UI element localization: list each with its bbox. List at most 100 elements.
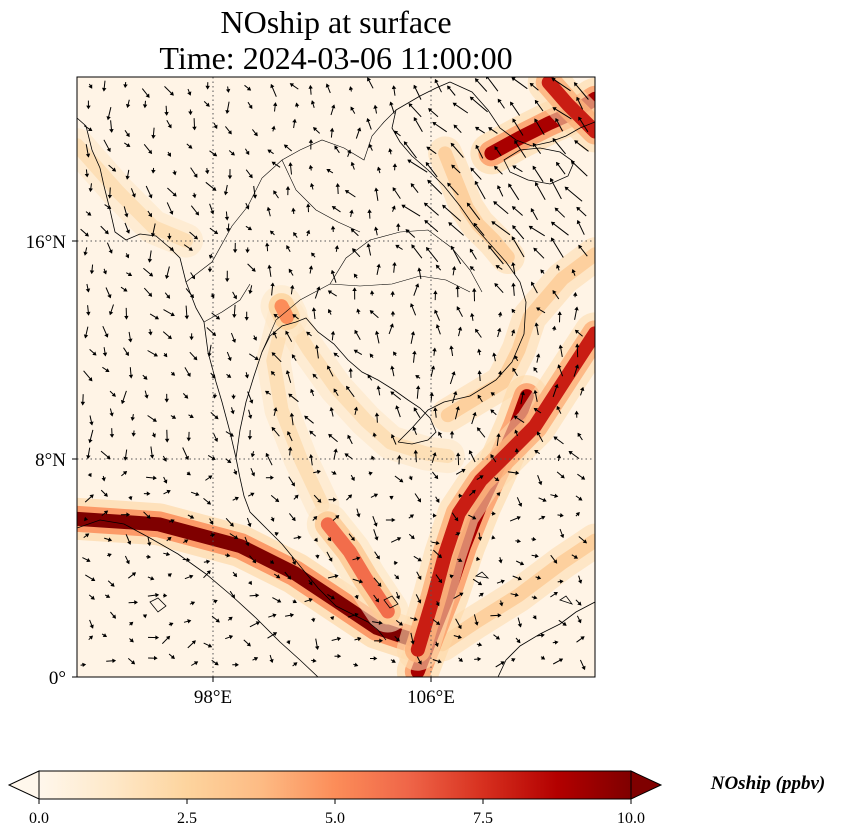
wind-vector-head (577, 432, 582, 438)
wind-vector (408, 103, 422, 118)
wind-vector-head (458, 657, 463, 662)
wind-vector-head (188, 246, 193, 251)
wind-vector-head (412, 426, 417, 431)
wind-vector-head (210, 210, 215, 215)
wind-vector-head (375, 555, 380, 560)
wind-vector-head (211, 331, 217, 337)
wind-vector-head (108, 311, 114, 316)
wind-vector-head (580, 636, 585, 641)
wind-vector-head (498, 559, 503, 564)
wind-vector-head (195, 211, 200, 216)
wind-vector-head (533, 595, 538, 600)
wind-vector-head (233, 535, 239, 539)
wind-vector-head (413, 116, 418, 122)
wind-vector-head (374, 330, 380, 335)
wind-vector-head (211, 533, 216, 538)
wind-vector (453, 102, 469, 114)
wind-vector-head (573, 554, 579, 559)
wind-vector-head (449, 574, 454, 579)
wind-vector-head (215, 315, 221, 320)
wind-vector-head (205, 102, 210, 107)
wind-vector-head (514, 448, 520, 453)
wind-vector-head (248, 104, 253, 110)
wind-vector-head (356, 127, 362, 132)
wind-vector-head (350, 161, 355, 166)
wind-vector (426, 247, 439, 263)
wind-vector-head (354, 612, 359, 618)
wind-vector-head (490, 409, 495, 414)
wind-vector-head (536, 431, 541, 436)
wind-vector-head (264, 390, 270, 395)
wind-vector (407, 159, 428, 173)
wind-vector-head (578, 116, 583, 121)
wind-vector-head (512, 367, 517, 372)
wind-vector (442, 205, 462, 222)
wind-vector-head (530, 281, 535, 286)
wind-vector-head (104, 333, 109, 338)
wind-vector-head (520, 391, 525, 396)
wind-vector-head (511, 77, 516, 82)
wind-vector-head (538, 481, 543, 486)
wind-vector-head (428, 108, 433, 113)
lat-ticks: 16°N 8°N 0° (26, 232, 77, 689)
wind-vector-head (293, 232, 298, 237)
wind-vector-head (469, 248, 474, 253)
wind-vector-head (477, 656, 482, 662)
wind-vector-head (226, 553, 231, 558)
wind-vector-head (235, 662, 239, 667)
wind-vector-head (314, 344, 320, 349)
wind-vector (450, 143, 464, 158)
wind-vector-head (148, 194, 153, 199)
wind-vector-head (451, 266, 457, 271)
wind-vector-head (212, 152, 218, 157)
wind-vector-head (411, 244, 416, 249)
wind-vector-head (369, 290, 375, 295)
wind-vector-head (245, 542, 250, 547)
wind-vector-head (167, 536, 172, 542)
wind-vector-head (367, 209, 372, 213)
wind-vector-head (356, 513, 361, 518)
wind-vector-head (251, 472, 255, 477)
wind-vector-head (205, 85, 210, 90)
wind-vector-head (245, 205, 250, 210)
wind-vector-head (334, 145, 339, 150)
wind-vector-head (417, 599, 422, 604)
wind-vector-head (86, 557, 91, 562)
wind-vector-head (391, 205, 396, 210)
wind-vector-head (88, 377, 93, 382)
wind-vector-head (575, 511, 580, 517)
wind-vector-head (273, 313, 278, 318)
wind-vector-head (291, 354, 296, 359)
wind-vector-head (395, 575, 400, 580)
wind-vector (424, 220, 439, 233)
wind-vector-head (170, 371, 176, 376)
wind-vector-head (415, 385, 421, 390)
wind-vector-head (251, 267, 256, 272)
wind-vector-head (512, 118, 517, 123)
wind-vector (578, 117, 589, 133)
wind-vector-head (250, 453, 256, 458)
wind-vector-head (426, 146, 431, 151)
wind-vector-head (332, 470, 337, 475)
wind-vector-head (358, 579, 364, 584)
wind-vector-head (225, 278, 230, 283)
wind-vector-head (291, 482, 295, 487)
wind-vector-head (312, 658, 317, 663)
wind-vector-head (128, 374, 134, 379)
wind-vector-head (225, 88, 231, 93)
wind-vector-head (230, 410, 235, 415)
wind-vector (448, 222, 464, 236)
wind-vector-head (395, 223, 401, 227)
wind-vector-head (438, 431, 443, 436)
wind-vector-head (348, 86, 354, 91)
tick-label-lat-16: 16°N (26, 232, 67, 253)
wind-vector-head (532, 142, 537, 148)
wind-vector-head (311, 252, 316, 257)
wind-vector-head (354, 662, 359, 667)
wind-vector-head (511, 329, 516, 334)
wind-vector-head (578, 579, 583, 584)
wind-vector-head (352, 287, 357, 291)
wind-vector-head (494, 165, 499, 170)
wind-vector-head (435, 621, 441, 625)
